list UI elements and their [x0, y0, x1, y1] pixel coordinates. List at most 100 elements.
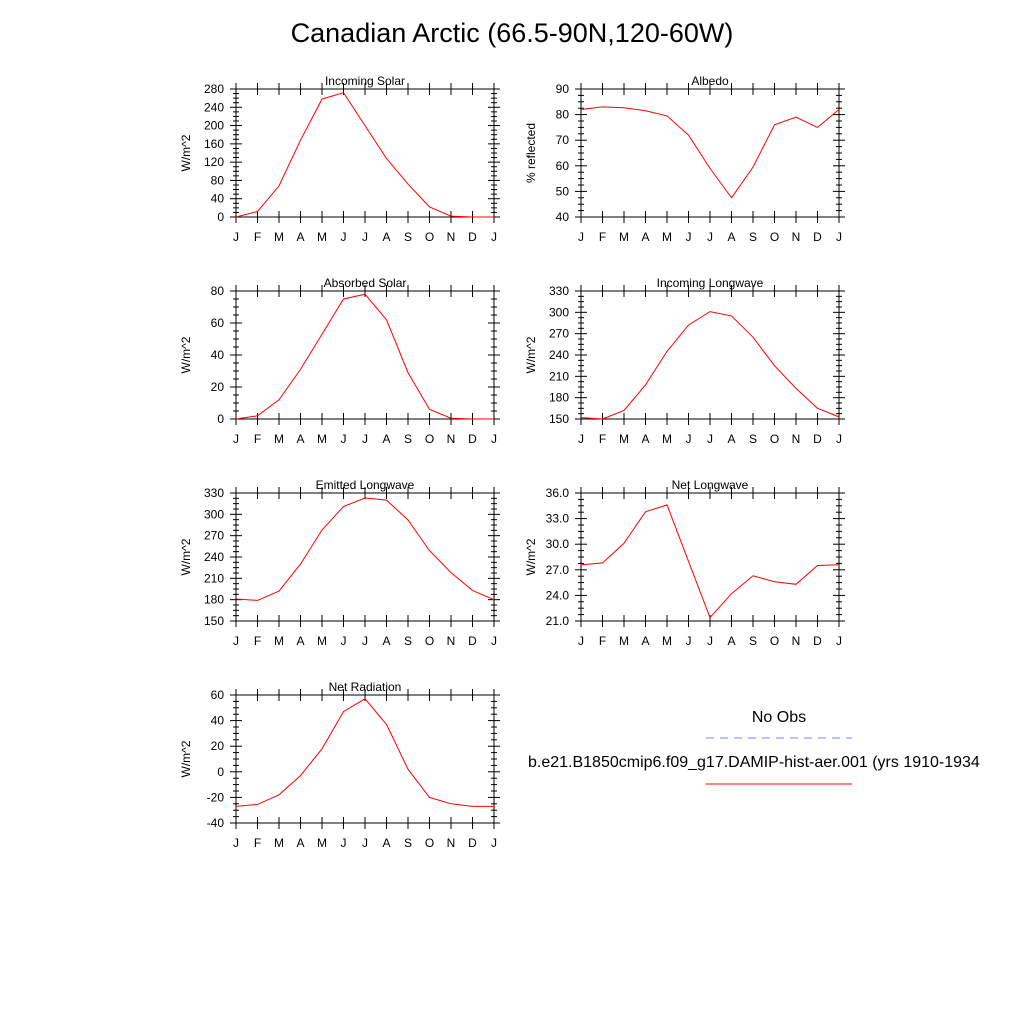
- figure-title: Canadian Arctic (66.5-90N,120-60W): [290, 18, 734, 48]
- x-tick-label: M: [274, 432, 284, 446]
- y-tick-label: 330: [549, 284, 569, 298]
- y-axis-label: W/m^2: [524, 538, 538, 575]
- x-tick-label: S: [404, 836, 412, 850]
- x-tick-label: J: [836, 432, 842, 446]
- x-tick-label: J: [491, 634, 497, 648]
- x-tick-label: J: [341, 432, 347, 446]
- plot-frame: [580, 492, 840, 622]
- x-tick-label: A: [727, 230, 735, 244]
- x-tick-label: J: [491, 432, 497, 446]
- y-tick-label: 40: [556, 210, 570, 224]
- x-tick-label: J: [836, 230, 842, 244]
- y-tick-label: 27.0: [546, 563, 570, 577]
- x-tick-label: F: [254, 634, 261, 648]
- x-tick-label: A: [296, 836, 304, 850]
- y-tick-label: 36.0: [546, 486, 570, 500]
- x-tick-label: N: [447, 634, 456, 648]
- x-tick-label: N: [792, 230, 801, 244]
- y-tick-label: 160: [204, 137, 224, 151]
- x-tick-label: F: [599, 432, 606, 446]
- x-tick-label: O: [770, 230, 779, 244]
- y-tick-label: 210: [204, 571, 224, 585]
- x-tick-label: M: [317, 230, 327, 244]
- x-tick-label: M: [274, 836, 284, 850]
- y-tick-label: 0: [217, 765, 224, 779]
- y-tick-label: 40: [211, 192, 225, 206]
- x-tick-label: J: [233, 836, 239, 850]
- y-tick-label: 200: [204, 119, 224, 133]
- y-tick-label: 0: [217, 412, 224, 426]
- y-tick-label: 240: [549, 348, 569, 362]
- y-tick-label: 180: [204, 593, 224, 607]
- panel-title: Absorbed Solar: [324, 276, 407, 290]
- x-tick-label: D: [468, 836, 477, 850]
- panel-title: Emitted Longwave: [316, 478, 415, 492]
- series-line: [235, 293, 494, 420]
- y-tick-label: 300: [549, 305, 569, 319]
- y-tick-label: 80: [211, 173, 225, 187]
- x-tick-label: S: [404, 634, 412, 648]
- y-tick-label: 80: [556, 108, 570, 122]
- y-tick-label: 300: [204, 507, 224, 521]
- x-tick-label: F: [599, 634, 606, 648]
- legend-obs-label: No Obs: [752, 709, 806, 726]
- x-tick-label: J: [578, 634, 584, 648]
- x-tick-label: M: [274, 230, 284, 244]
- y-axis-label: W/m^2: [179, 336, 193, 373]
- x-tick-label: F: [254, 230, 261, 244]
- panel-title: Incoming Solar: [325, 74, 405, 88]
- x-tick-label: N: [792, 634, 801, 648]
- x-tick-label: J: [362, 230, 368, 244]
- y-tick-label: 270: [549, 327, 569, 341]
- series-line: [580, 106, 840, 199]
- y-tick-label: 60: [211, 316, 225, 330]
- y-tick-label: 40: [211, 714, 225, 728]
- y-tick-label: 60: [556, 159, 570, 173]
- plot-frame: [235, 88, 495, 218]
- x-tick-label: J: [233, 634, 239, 648]
- x-tick-label: M: [317, 634, 327, 648]
- series-line: [235, 92, 494, 218]
- y-tick-label: 150: [549, 412, 569, 426]
- x-tick-label: J: [707, 230, 713, 244]
- y-tick-label: 80: [211, 284, 225, 298]
- y-tick-label: 180: [549, 391, 569, 405]
- x-tick-label: D: [468, 230, 477, 244]
- y-tick-label: -20: [207, 790, 225, 804]
- y-axis-label: W/m^2: [524, 336, 538, 373]
- y-tick-label: 30.0: [546, 537, 570, 551]
- x-tick-label: A: [382, 836, 390, 850]
- y-axis-label: % reflected: [524, 123, 538, 183]
- plot-frame: [235, 694, 495, 824]
- x-tick-label: J: [362, 432, 368, 446]
- panel-title: Net Radiation: [329, 680, 402, 694]
- x-tick-label: M: [317, 432, 327, 446]
- y-tick-label: -40: [207, 816, 225, 830]
- x-tick-label: J: [707, 634, 713, 648]
- x-tick-label: A: [382, 230, 390, 244]
- series-line: [580, 504, 840, 619]
- x-tick-label: M: [662, 230, 672, 244]
- y-tick-label: 90: [556, 82, 570, 96]
- panel-title: Incoming Longwave: [657, 276, 764, 290]
- y-tick-label: 330: [204, 486, 224, 500]
- x-tick-label: A: [727, 432, 735, 446]
- x-tick-label: D: [468, 432, 477, 446]
- x-tick-label: O: [425, 634, 434, 648]
- x-tick-label: M: [274, 634, 284, 648]
- x-tick-label: S: [749, 634, 757, 648]
- y-axis-label: W/m^2: [179, 134, 193, 171]
- x-tick-label: M: [619, 432, 629, 446]
- x-tick-label: A: [727, 634, 735, 648]
- x-tick-label: M: [317, 836, 327, 850]
- x-tick-label: M: [619, 634, 629, 648]
- x-tick-label: M: [662, 432, 672, 446]
